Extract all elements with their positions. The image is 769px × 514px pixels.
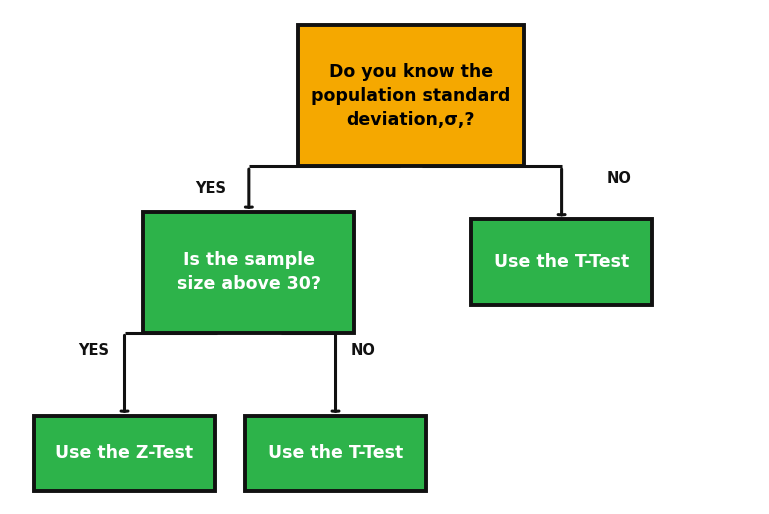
Text: YES: YES: [195, 181, 226, 196]
FancyBboxPatch shape: [34, 416, 215, 491]
Text: Do you know the
population standard
deviation,σ,?: Do you know the population standard devi…: [311, 63, 511, 129]
Text: Use the Z-Test: Use the Z-Test: [55, 445, 194, 463]
FancyBboxPatch shape: [245, 416, 426, 491]
FancyBboxPatch shape: [298, 25, 524, 167]
Text: Is the sample
size above 30?: Is the sample size above 30?: [177, 251, 321, 293]
FancyBboxPatch shape: [143, 212, 355, 333]
Text: Use the T-Test: Use the T-Test: [494, 253, 629, 271]
Text: Use the T-Test: Use the T-Test: [268, 445, 403, 463]
FancyBboxPatch shape: [471, 219, 652, 305]
Text: YES: YES: [78, 343, 109, 358]
Text: NO: NO: [351, 343, 375, 358]
Text: NO: NO: [607, 171, 631, 187]
